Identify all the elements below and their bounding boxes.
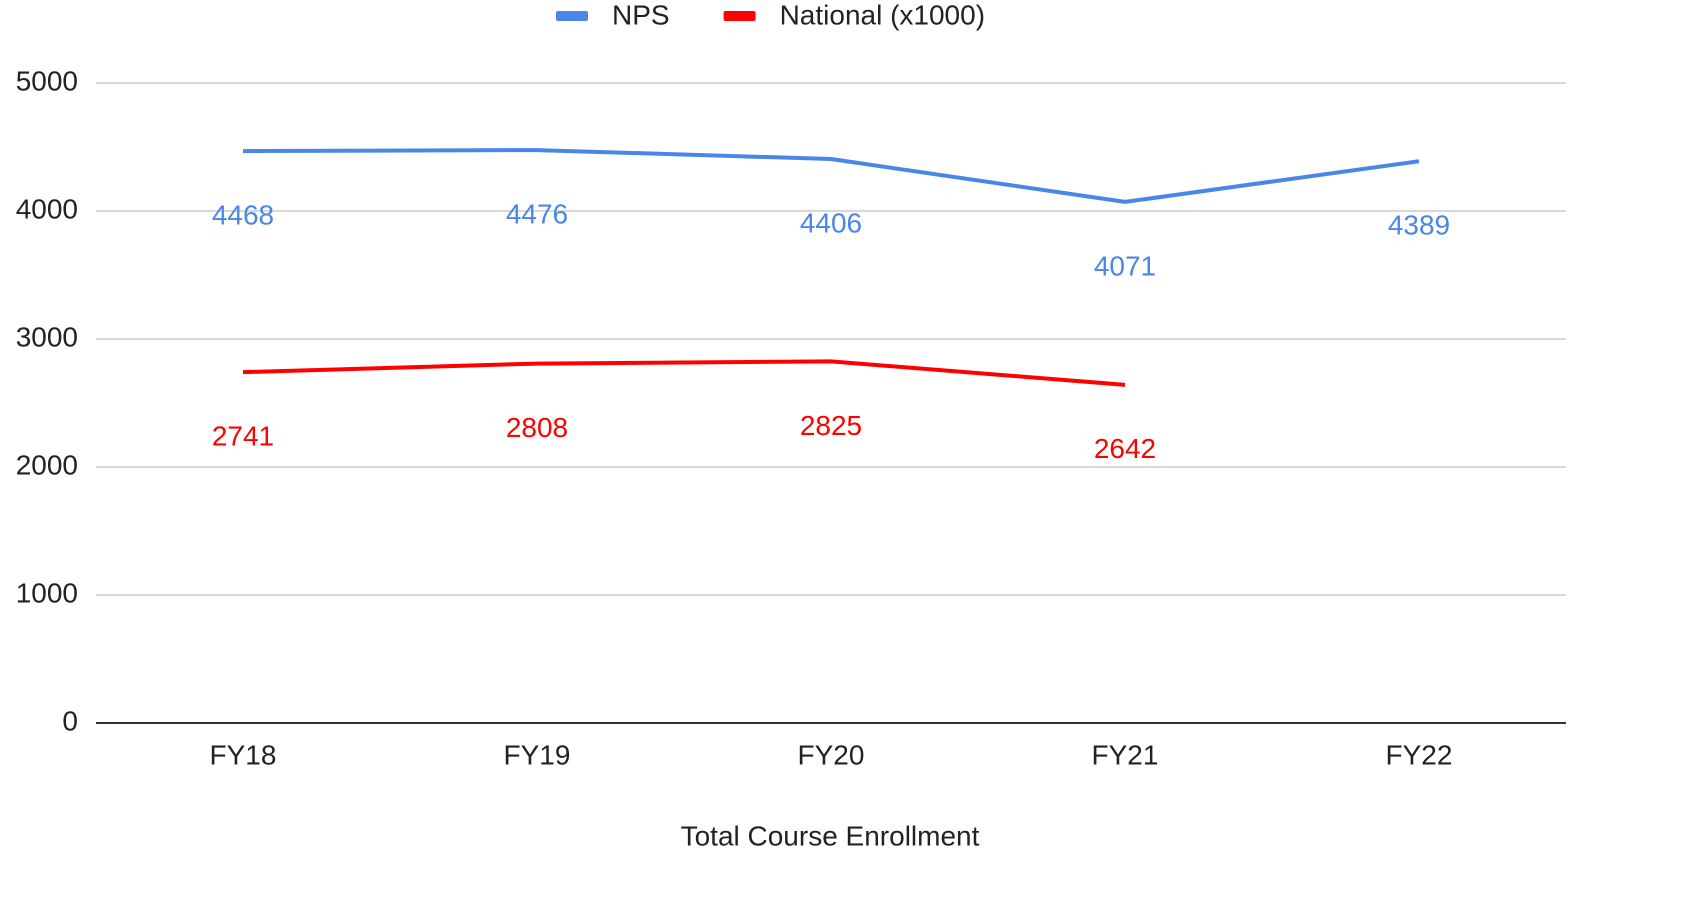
data-label: 4406 bbox=[800, 207, 862, 238]
y-tick-label: 3000 bbox=[16, 321, 78, 352]
x-tick-label: FY21 bbox=[1092, 739, 1159, 770]
x-tick-label: FY19 bbox=[504, 739, 571, 770]
y-tick-label: 5000 bbox=[16, 65, 78, 96]
x-axis-title: Total Course Enrollment bbox=[681, 820, 980, 851]
legend-label: National (x1000) bbox=[780, 0, 985, 30]
data-label: 4071 bbox=[1094, 250, 1156, 281]
y-tick-label: 1000 bbox=[16, 577, 78, 608]
y-tick-label: 0 bbox=[62, 705, 78, 736]
x-tick-label: FY22 bbox=[1386, 739, 1453, 770]
x-tick-label: FY18 bbox=[210, 739, 277, 770]
data-label: 2642 bbox=[1094, 433, 1156, 464]
series-line bbox=[242, 148, 1420, 204]
legend-swatch bbox=[556, 11, 588, 21]
legend-swatch bbox=[723, 11, 756, 21]
data-label: 4389 bbox=[1388, 210, 1450, 241]
data-label: 2741 bbox=[212, 421, 274, 452]
data-label: 2808 bbox=[506, 412, 568, 443]
data-label: 2825 bbox=[800, 410, 862, 441]
legend-label: NPS bbox=[612, 0, 670, 30]
y-tick-label: 4000 bbox=[16, 193, 78, 224]
data-label: 4468 bbox=[212, 199, 274, 230]
data-label: 4476 bbox=[506, 198, 568, 229]
x-tick-label: FY20 bbox=[798, 739, 865, 770]
series-line bbox=[242, 359, 1126, 387]
y-tick-label: 2000 bbox=[16, 449, 78, 480]
